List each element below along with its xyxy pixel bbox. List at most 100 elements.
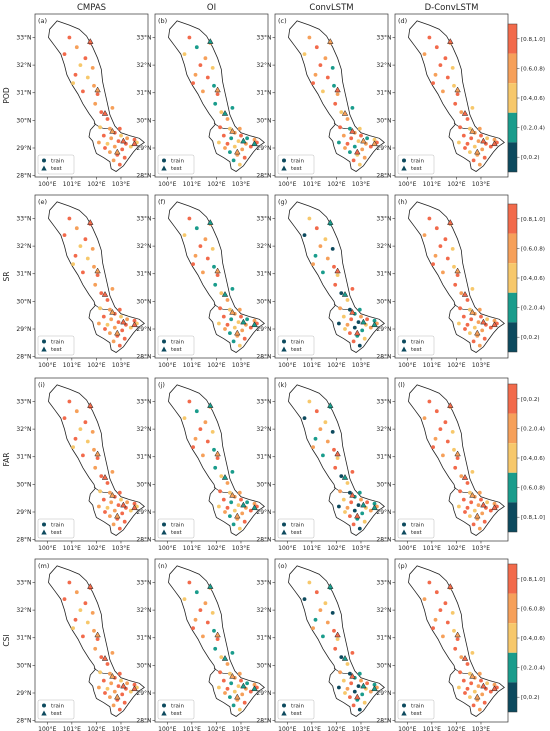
train-station: [119, 497, 123, 502]
train-station: [132, 501, 137, 506]
x-tick-label: 100°E: [278, 362, 296, 369]
train-station: [240, 692, 245, 697]
train-station: [182, 233, 187, 238]
train-station: [90, 247, 95, 251]
train-station: [73, 436, 78, 441]
x-tick-label: 101°E: [303, 362, 321, 369]
train-station: [461, 314, 466, 319]
train-station: [237, 343, 242, 348]
train-station: [431, 626, 435, 630]
train-station: [193, 436, 198, 441]
train-station: [433, 72, 438, 77]
y-tick-label: 31°N: [136, 90, 151, 97]
train-station: [92, 628, 96, 633]
train-station: [348, 490, 352, 495]
test-station: [109, 127, 116, 134]
y-tick-label: 28°N: [256, 537, 271, 544]
train-station: [198, 244, 203, 249]
train-station: [225, 662, 230, 666]
train-station: [110, 287, 115, 291]
legend-box: [277, 518, 315, 539]
x-tick-label: 103°E: [112, 726, 130, 731]
train-station: [120, 328, 125, 333]
train-station: [360, 328, 365, 333]
y-tick-label: 31°N: [376, 90, 391, 97]
legend-test-label: test: [51, 530, 63, 536]
train-station: [228, 695, 232, 699]
train-station: [350, 106, 355, 110]
train-station: [339, 110, 344, 114]
y-tick-label: 29°N: [136, 509, 151, 516]
train-station: [302, 52, 307, 56]
legend-test-marker: [281, 346, 287, 352]
x-tick-label: 101°E: [183, 726, 201, 731]
train-station: [237, 126, 242, 131]
train-station: [468, 671, 472, 676]
train-station: [438, 63, 443, 67]
train-station: [445, 439, 450, 444]
test-station: [447, 583, 454, 589]
train-station: [477, 162, 482, 167]
train-station: [450, 430, 455, 434]
colorbar-label: [0.2,0.4): [521, 426, 545, 432]
train-station: [67, 399, 72, 404]
train-station: [242, 700, 247, 705]
train-station: [67, 580, 72, 585]
y-tick-label: 28°N: [256, 354, 271, 361]
train-station: [103, 691, 107, 695]
train-station: [349, 136, 354, 141]
legend-test-label: test: [51, 711, 63, 717]
map-panel: (k) 100°E 101°E 102°E 103°E 33°N 32°N 31°N 30°N 2…: [256, 377, 389, 552]
train-station: [109, 500, 114, 505]
train-station: [335, 92, 340, 96]
train-station: [445, 75, 450, 80]
test-station: [94, 267, 101, 274]
train-station: [465, 141, 470, 146]
legend-train-label: train: [411, 704, 424, 710]
legend-box: [277, 335, 315, 356]
train-station: [325, 620, 330, 625]
panel-letter: (b): [158, 17, 167, 25]
test-station: [461, 654, 469, 661]
train-station: [357, 162, 362, 167]
x-tick-label: 102°E: [327, 726, 345, 731]
train-station: [434, 590, 439, 595]
train-station: [182, 52, 187, 56]
test-station: [87, 219, 94, 225]
train-station: [132, 137, 137, 142]
y-tick-label: 31°N: [256, 635, 271, 642]
test-station: [469, 672, 476, 679]
train-station: [230, 106, 235, 110]
y-tick-label: 33°N: [16, 398, 31, 405]
legend-test-marker: [161, 165, 167, 171]
train-station: [343, 691, 347, 695]
y-tick-label: 32°N: [16, 426, 31, 433]
y-tick-label: 29°N: [256, 509, 271, 516]
train-station: [103, 327, 107, 331]
train-station: [477, 343, 482, 348]
y-tick-label: 28°N: [376, 718, 391, 725]
legend-train-marker: [282, 158, 286, 163]
legend-train-label: train: [51, 340, 64, 346]
y-tick-label: 29°N: [376, 690, 391, 697]
legend-test-marker: [401, 165, 407, 171]
train-station: [323, 420, 328, 425]
y-tick-label: 30°N: [16, 298, 31, 305]
panel-frame: [154, 377, 269, 542]
test-station: [131, 685, 138, 692]
train-station: [465, 117, 470, 121]
legend-test-marker: [401, 710, 407, 716]
train-station: [323, 601, 328, 606]
train-station: [101, 497, 106, 502]
test-station: [94, 450, 101, 457]
colorbar-segment: [508, 142, 517, 172]
train-station: [95, 456, 100, 460]
y-tick-label: 31°N: [16, 454, 31, 461]
train-station: [90, 611, 95, 615]
y-tick-label: 29°N: [16, 509, 31, 516]
test-station: [101, 109, 109, 116]
train-station: [318, 427, 323, 431]
train-station: [356, 684, 361, 688]
train-station: [443, 237, 448, 242]
train-station: [73, 253, 78, 258]
